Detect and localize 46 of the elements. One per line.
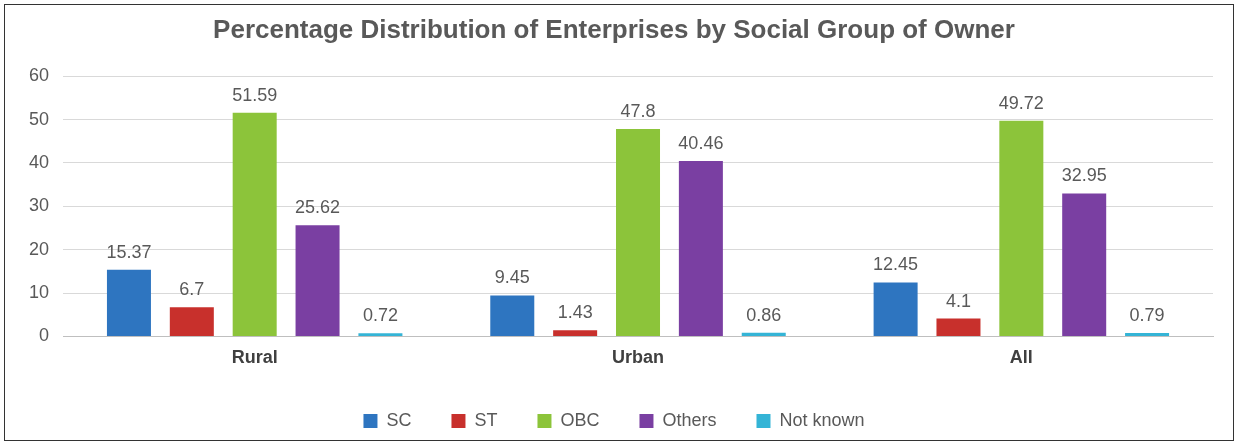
bar [678, 160, 723, 336]
legend-label: OBC [560, 409, 600, 430]
data-label: 4.1 [945, 290, 971, 311]
data-label: 0.86 [746, 304, 782, 325]
x-tick-label: All [1009, 347, 1033, 368]
legend-label: Not known [779, 409, 865, 430]
legend-label: SC [386, 409, 412, 430]
x-tick-label: Urban [612, 347, 665, 368]
chart-title: Percentage Distribution of Enterprises by Social Group of Owner [213, 13, 1015, 44]
data-label: 40.46 [678, 132, 724, 153]
y-tick-label: 10 [28, 282, 50, 302]
data-label: 32.95 [1061, 165, 1107, 186]
bar [295, 225, 340, 336]
data-label: 12.45 [873, 254, 919, 275]
bar [741, 332, 786, 336]
bar [616, 129, 661, 336]
bar [999, 120, 1044, 336]
data-label: 15.37 [106, 241, 152, 262]
bar [490, 295, 535, 336]
y-tick-label: 0 [39, 325, 50, 346]
bar [553, 330, 598, 336]
y-tick-label: 50 [28, 108, 50, 129]
bar [873, 282, 918, 336]
data-label: 1.43 [557, 302, 593, 323]
bar [232, 112, 277, 336]
y-tick-label: 60 [28, 65, 50, 86]
bar [358, 333, 403, 336]
x-tick-label: Rural [231, 347, 278, 368]
y-tick-label: 40 [28, 151, 50, 172]
data-label: 0.79 [1129, 304, 1165, 325]
bar [1125, 332, 1170, 336]
y-tick-label: 30 [28, 195, 50, 216]
data-label: 0.72 [362, 305, 398, 326]
data-label: 49.72 [998, 92, 1044, 113]
bar [936, 318, 981, 336]
bar [106, 269, 151, 336]
data-label: 51.59 [232, 84, 278, 105]
data-label: 47.8 [620, 101, 656, 122]
y-tick-label: 20 [28, 238, 50, 259]
legend-label: Others [662, 409, 717, 430]
data-label: 25.62 [295, 197, 341, 218]
data-label: 9.45 [494, 267, 530, 288]
data-label: 6.7 [179, 279, 205, 300]
bar [169, 307, 214, 336]
legend-label: ST [474, 409, 498, 430]
bar [1062, 193, 1107, 336]
